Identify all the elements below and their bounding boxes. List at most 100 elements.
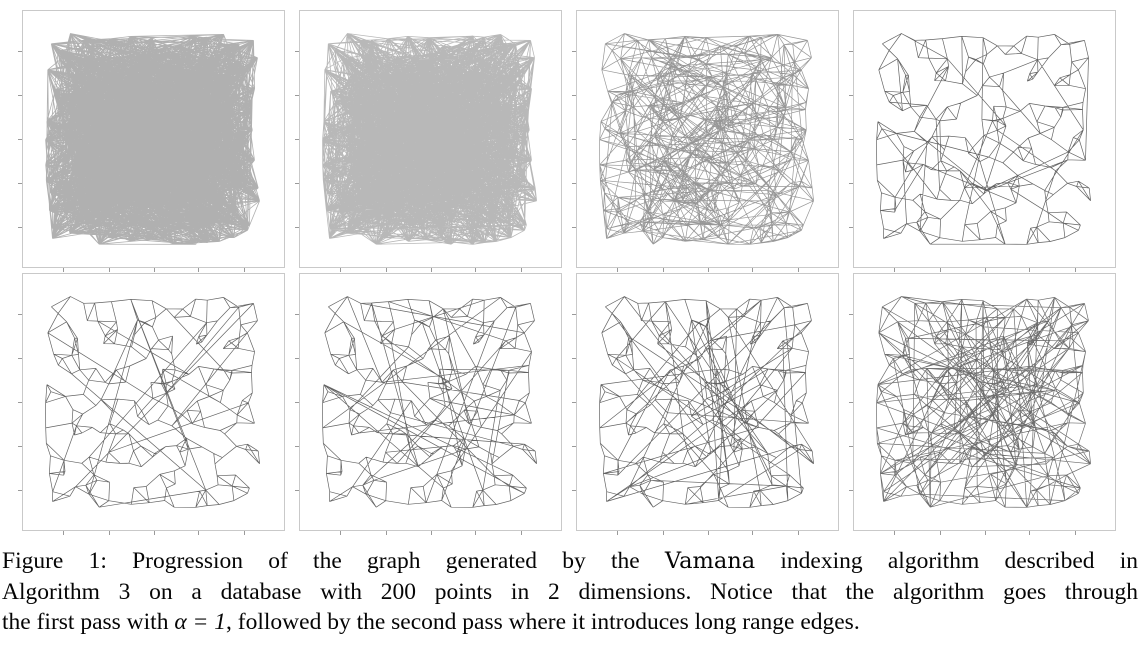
x-axis-tick: [617, 531, 618, 535]
x-axis-tick: [340, 268, 341, 272]
graph-plot: [322, 33, 537, 245]
x-axis-tick: [708, 531, 709, 535]
graph-panel-4: [849, 10, 1116, 272]
y-axis-tick: [18, 446, 22, 447]
y-axis-tick: [295, 183, 299, 184]
x-axis-tick: [154, 531, 155, 535]
x-axis-tick: [109, 531, 110, 535]
y-axis-tick: [295, 490, 299, 491]
y-axis-tick: [849, 358, 853, 359]
y-axis-tick: [572, 183, 576, 184]
graph-edges: [322, 296, 537, 508]
panel-row-1: [18, 10, 1116, 272]
y-axis-tick: [849, 51, 853, 52]
y-axis-tick: [18, 358, 22, 359]
vamana-wordmark: Vamana: [664, 548, 756, 574]
y-axis-tick: [18, 139, 22, 140]
y-axis-tick: [849, 95, 853, 96]
alpha-equation: α = 1: [174, 609, 227, 635]
graph-panel-2: [295, 10, 562, 272]
x-axis-tick: [985, 531, 986, 535]
x-axis-tick: [985, 268, 986, 272]
graph-panel-5: [18, 273, 285, 535]
caption-line-2: Algorithm 3 on a database with 200 point…: [2, 577, 1138, 608]
x-axis-tick: [340, 531, 341, 535]
graph-plot: [599, 33, 814, 245]
x-axis-tick: [798, 531, 799, 535]
y-axis-tick: [849, 227, 853, 228]
x-axis-tick: [752, 268, 753, 272]
graph-edges: [45, 296, 260, 508]
y-axis-tick: [849, 183, 853, 184]
y-axis-tick: [295, 358, 299, 359]
y-axis-tick: [572, 95, 576, 96]
x-axis-tick: [109, 268, 110, 272]
y-axis-tick: [18, 51, 22, 52]
caption-text: Figure 1: Progression of the graph gener…: [2, 548, 665, 574]
y-axis-tick: [849, 402, 853, 403]
y-axis-tick: [572, 490, 576, 491]
graph-edges: [45, 33, 260, 245]
graph-panel-1: [18, 10, 285, 272]
graph-plot: [45, 33, 260, 245]
y-axis-tick: [18, 95, 22, 96]
graph-edges: [599, 296, 814, 508]
caption-text: the first pass with: [2, 609, 175, 635]
x-axis-tick: [894, 268, 895, 272]
x-axis-tick: [386, 268, 387, 272]
graph-panel-8: [849, 273, 1116, 535]
y-axis-tick: [849, 490, 853, 491]
x-axis-tick: [198, 531, 199, 535]
graph-panel-3: [572, 10, 839, 272]
x-axis-tick: [521, 268, 522, 272]
x-axis-tick: [663, 268, 664, 272]
graph-plot: [45, 296, 260, 508]
caption-text: Algorithm 3 on a database with 200 point…: [2, 578, 1138, 605]
x-axis-tick: [1075, 531, 1076, 535]
y-axis-tick: [572, 227, 576, 228]
y-axis-tick: [18, 227, 22, 228]
graph-plot: [876, 296, 1091, 508]
graph-plot: [322, 296, 537, 508]
x-axis-tick: [752, 531, 753, 535]
x-axis-tick: [798, 268, 799, 272]
x-axis-tick: [521, 531, 522, 535]
graph-edges: [876, 296, 1091, 508]
x-axis-tick: [1075, 268, 1076, 272]
y-axis-tick: [18, 314, 22, 315]
caption-line-1: Figure 1: Progression of the graph gener…: [2, 546, 1138, 577]
y-axis-tick: [849, 446, 853, 447]
graph-edges: [322, 33, 537, 245]
graph-edges: [876, 33, 1091, 245]
y-axis-tick: [295, 139, 299, 140]
x-axis-tick: [63, 531, 64, 535]
y-axis-tick: [295, 227, 299, 228]
y-axis-tick: [572, 358, 576, 359]
x-axis-tick: [154, 268, 155, 272]
x-axis-tick: [244, 531, 245, 535]
x-axis-tick: [198, 268, 199, 272]
y-axis-tick: [572, 314, 576, 315]
graph-plot: [599, 296, 814, 508]
x-axis-tick: [386, 531, 387, 535]
y-axis-tick: [572, 139, 576, 140]
y-axis-tick: [849, 139, 853, 140]
figure-caption: Figure 1: Progression of the graph gener…: [2, 546, 1138, 638]
y-axis-tick: [18, 183, 22, 184]
panel-row-2: [18, 273, 1116, 535]
x-axis-tick: [1029, 531, 1030, 535]
x-axis-tick: [431, 531, 432, 535]
x-axis-tick: [475, 268, 476, 272]
x-axis-tick: [1029, 268, 1030, 272]
y-axis-tick: [295, 95, 299, 96]
x-axis-tick: [475, 531, 476, 535]
y-axis-tick: [295, 402, 299, 403]
x-axis-tick: [894, 531, 895, 535]
y-axis-tick: [18, 402, 22, 403]
x-axis-tick: [617, 268, 618, 272]
graph-plot: [876, 33, 1091, 245]
graph-panel-7: [572, 273, 839, 535]
caption-text: indexing algorithm described in: [755, 548, 1138, 574]
x-axis-tick: [431, 268, 432, 272]
